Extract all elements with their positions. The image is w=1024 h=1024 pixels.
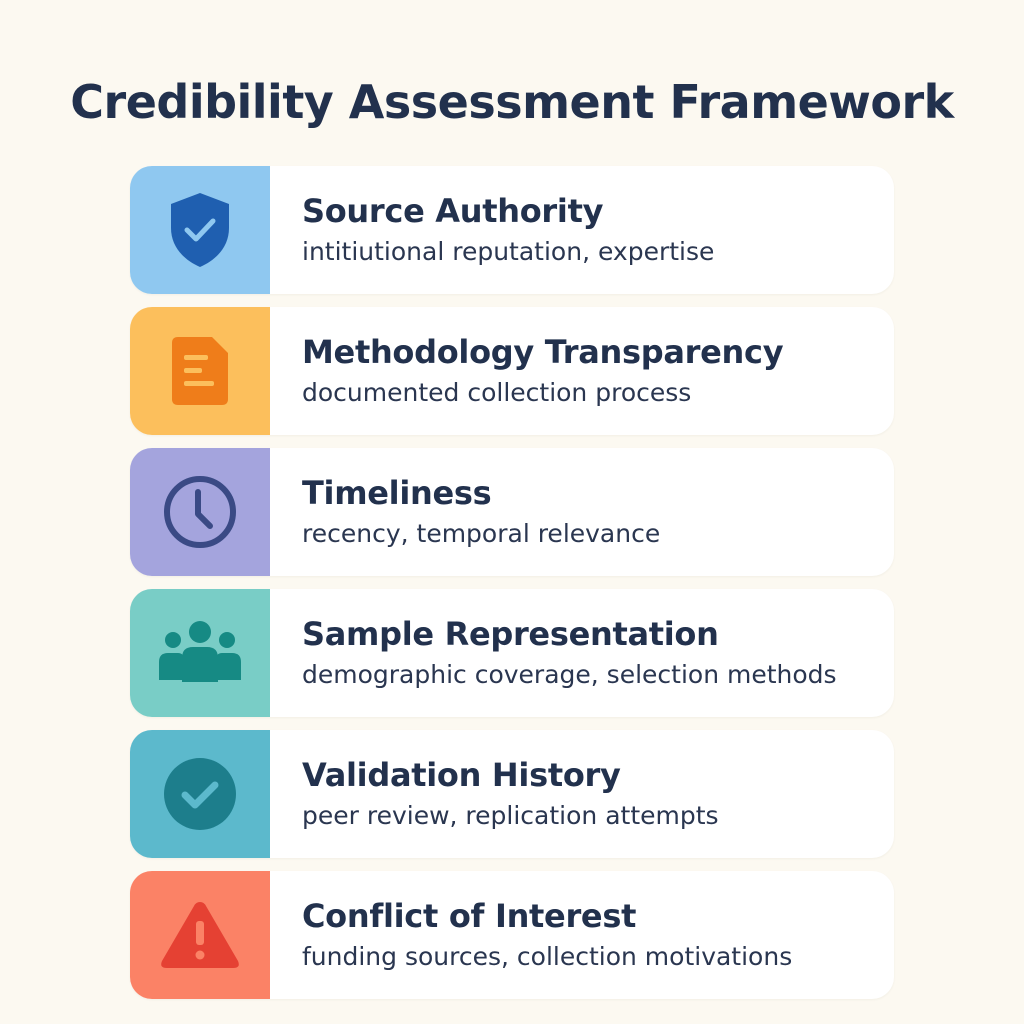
- document-icon: [172, 337, 228, 405]
- criterion-title: Conflict of Interest: [302, 897, 637, 935]
- criterion-description: recency, temporal relevance: [302, 519, 661, 548]
- criterion-card-conflict-of-interest: Conflict of Interest funding sources, co…: [130, 871, 894, 999]
- criterion-card-sample-representation: Sample Representation demographic covera…: [130, 589, 894, 717]
- criterion-title: Timeliness: [302, 474, 492, 512]
- people-icon: [159, 621, 241, 682]
- criteria-list: Source Authority intitiutional reputatio…: [130, 166, 894, 999]
- criterion-title: Methodology Transparency: [302, 333, 784, 371]
- criterion-card-validation-history: Validation History peer review, replicat…: [130, 730, 894, 858]
- criterion-title: Sample Representation: [302, 615, 719, 653]
- criterion-description: demographic coverage, selection methods: [302, 660, 837, 689]
- clock-icon: [164, 476, 236, 548]
- criterion-title: Source Authority: [302, 192, 604, 230]
- criterion-title: Validation History: [302, 756, 621, 794]
- icon-panel: [130, 871, 270, 999]
- page-title: Credibility Assessment Framework: [70, 75, 954, 129]
- warning-icon: [161, 902, 239, 968]
- shield-check-icon: [171, 193, 229, 267]
- icon-panel: [130, 589, 270, 717]
- criterion-description: funding sources, collection motivations: [302, 942, 793, 971]
- icon-panel: [130, 730, 270, 858]
- criterion-card-source-authority: Source Authority intitiutional reputatio…: [130, 166, 894, 294]
- criterion-description: peer review, replication attempts: [302, 801, 719, 830]
- criterion-card-timeliness: Timeliness recency, temporal relevance: [130, 448, 894, 576]
- icon-panel: [130, 307, 270, 435]
- criterion-description: documented collection process: [302, 378, 692, 407]
- icon-panel: [130, 448, 270, 576]
- icon-panel: [130, 166, 270, 294]
- criterion-description: intitiutional reputation, expertise: [302, 237, 715, 266]
- criterion-card-methodology-transparency: Methodology Transparency documented coll…: [130, 307, 894, 435]
- check-circle-icon: [164, 758, 236, 830]
